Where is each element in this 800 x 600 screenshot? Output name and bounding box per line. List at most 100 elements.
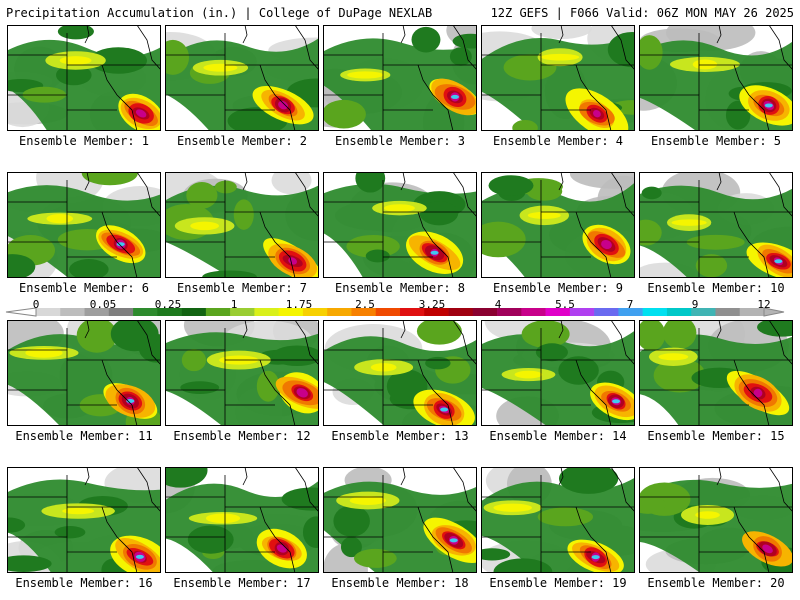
river (84, 172, 90, 191)
ensemble-member-label: Ensemble Member: 12 (173, 429, 311, 443)
precipitation-colorbar (5, 307, 785, 317)
precip-patch (323, 99, 366, 129)
precip-patch (165, 39, 190, 75)
ensemble-panel: Ensemble Member: 1 (7, 25, 161, 148)
state-border (136, 25, 161, 71)
colorbar-swatch (108, 308, 134, 316)
precip-patch (757, 320, 793, 337)
ensemble-panel: Ensemble Member: 7 (165, 172, 319, 295)
precip-patch (355, 172, 386, 193)
ensemble-panel: Ensemble Member: 13 (323, 320, 477, 443)
precip-patch (333, 505, 370, 537)
state-border (259, 359, 296, 426)
precip-map (481, 320, 635, 426)
state-border (417, 506, 454, 573)
colorbar-swatch (691, 308, 716, 316)
precip-patch (365, 249, 390, 263)
map-frame (639, 467, 793, 573)
precip-patch (512, 119, 538, 131)
precip-band (203, 63, 238, 72)
map-frame (481, 467, 635, 573)
ensemble-panel: Ensemble Member: 6 (7, 172, 161, 295)
precip-band (62, 507, 95, 515)
colorbar-swatch (497, 308, 522, 316)
river (84, 25, 90, 44)
precip-patch (411, 26, 441, 53)
precip-patch (353, 548, 397, 568)
precip-peak (440, 407, 449, 412)
precip-map (165, 320, 319, 426)
precip-patch (416, 320, 462, 345)
precip-patch (256, 370, 280, 402)
precip-band (514, 370, 543, 379)
precip-patch (639, 219, 662, 246)
map-frame (165, 467, 319, 573)
ensemble-member-label: Ensemble Member: 17 (173, 576, 311, 590)
precip-map (639, 172, 793, 278)
precip-patch (7, 555, 52, 573)
colorbar-swatch (84, 308, 110, 316)
state-border (452, 25, 477, 71)
state-border (417, 359, 454, 426)
precip-patch (202, 270, 257, 278)
precip-band (349, 496, 387, 505)
precip-patch (639, 35, 663, 70)
colorbar-swatch (351, 308, 377, 316)
precip-patch (653, 358, 706, 393)
precip-patch (425, 356, 451, 370)
precip-patch (76, 320, 118, 353)
precip-max (762, 544, 773, 554)
state-border (452, 467, 477, 513)
precip-patch (165, 467, 208, 488)
state-border (768, 172, 793, 218)
precip-peak (764, 103, 773, 108)
state-border (294, 467, 319, 513)
precip-map (481, 25, 635, 131)
state-border (101, 359, 138, 426)
ensemble-member-label: Ensemble Member: 10 (647, 281, 785, 295)
ensemble-member-label: Ensemble Member: 6 (18, 281, 150, 295)
ensemble-member-label: Ensemble Member: 20 (647, 576, 785, 590)
precip-patch (662, 320, 697, 350)
state-border (101, 211, 138, 278)
colorbar-swatch (133, 308, 158, 316)
river (242, 320, 248, 339)
colorbar-swatch (618, 308, 643, 316)
state-border (417, 64, 454, 131)
precip-map (7, 172, 161, 278)
ensemble-panel: Ensemble Member: 18 (323, 467, 477, 590)
river (400, 25, 406, 44)
state-border (610, 320, 635, 366)
map-frame (639, 25, 793, 131)
colorbar-swatch (60, 308, 85, 316)
model-run-info: 12Z GEFS | F066 Valid: 06Z MON MAY 26 20… (490, 6, 794, 20)
state-border (575, 211, 612, 278)
ensemble-panel: Ensemble Member: 16 (7, 467, 161, 590)
colorbar-swatch (424, 308, 449, 316)
colorbar-tick: 0.05 (89, 298, 117, 311)
river (558, 320, 564, 339)
map-frame (7, 25, 161, 131)
state-border (136, 172, 161, 218)
precip-patch (419, 201, 459, 226)
map-frame (7, 467, 161, 573)
precip-peak (612, 399, 621, 404)
precip-band (205, 513, 241, 524)
precip-peak (449, 538, 458, 543)
ensemble-member-label: Ensemble Member: 15 (647, 429, 785, 443)
colorbar-tick: 12 (757, 298, 771, 311)
precip-patch (725, 100, 751, 130)
ensemble-panel: Ensemble Member: 15 (639, 320, 793, 443)
state-border (575, 64, 612, 131)
ensemble-panel: Ensemble Member: 17 (165, 467, 319, 590)
state-border (575, 359, 612, 426)
precip-max (593, 110, 601, 118)
colorbar-swatch (375, 308, 401, 316)
ensemble-member-label: Ensemble Member: 19 (489, 576, 627, 590)
precip-patch (7, 254, 36, 278)
precip-patch (481, 221, 526, 258)
ensemble-member-label: Ensemble Member: 8 (334, 281, 466, 295)
precip-patch (521, 320, 570, 348)
state-border (101, 506, 138, 573)
state-border (259, 64, 296, 131)
